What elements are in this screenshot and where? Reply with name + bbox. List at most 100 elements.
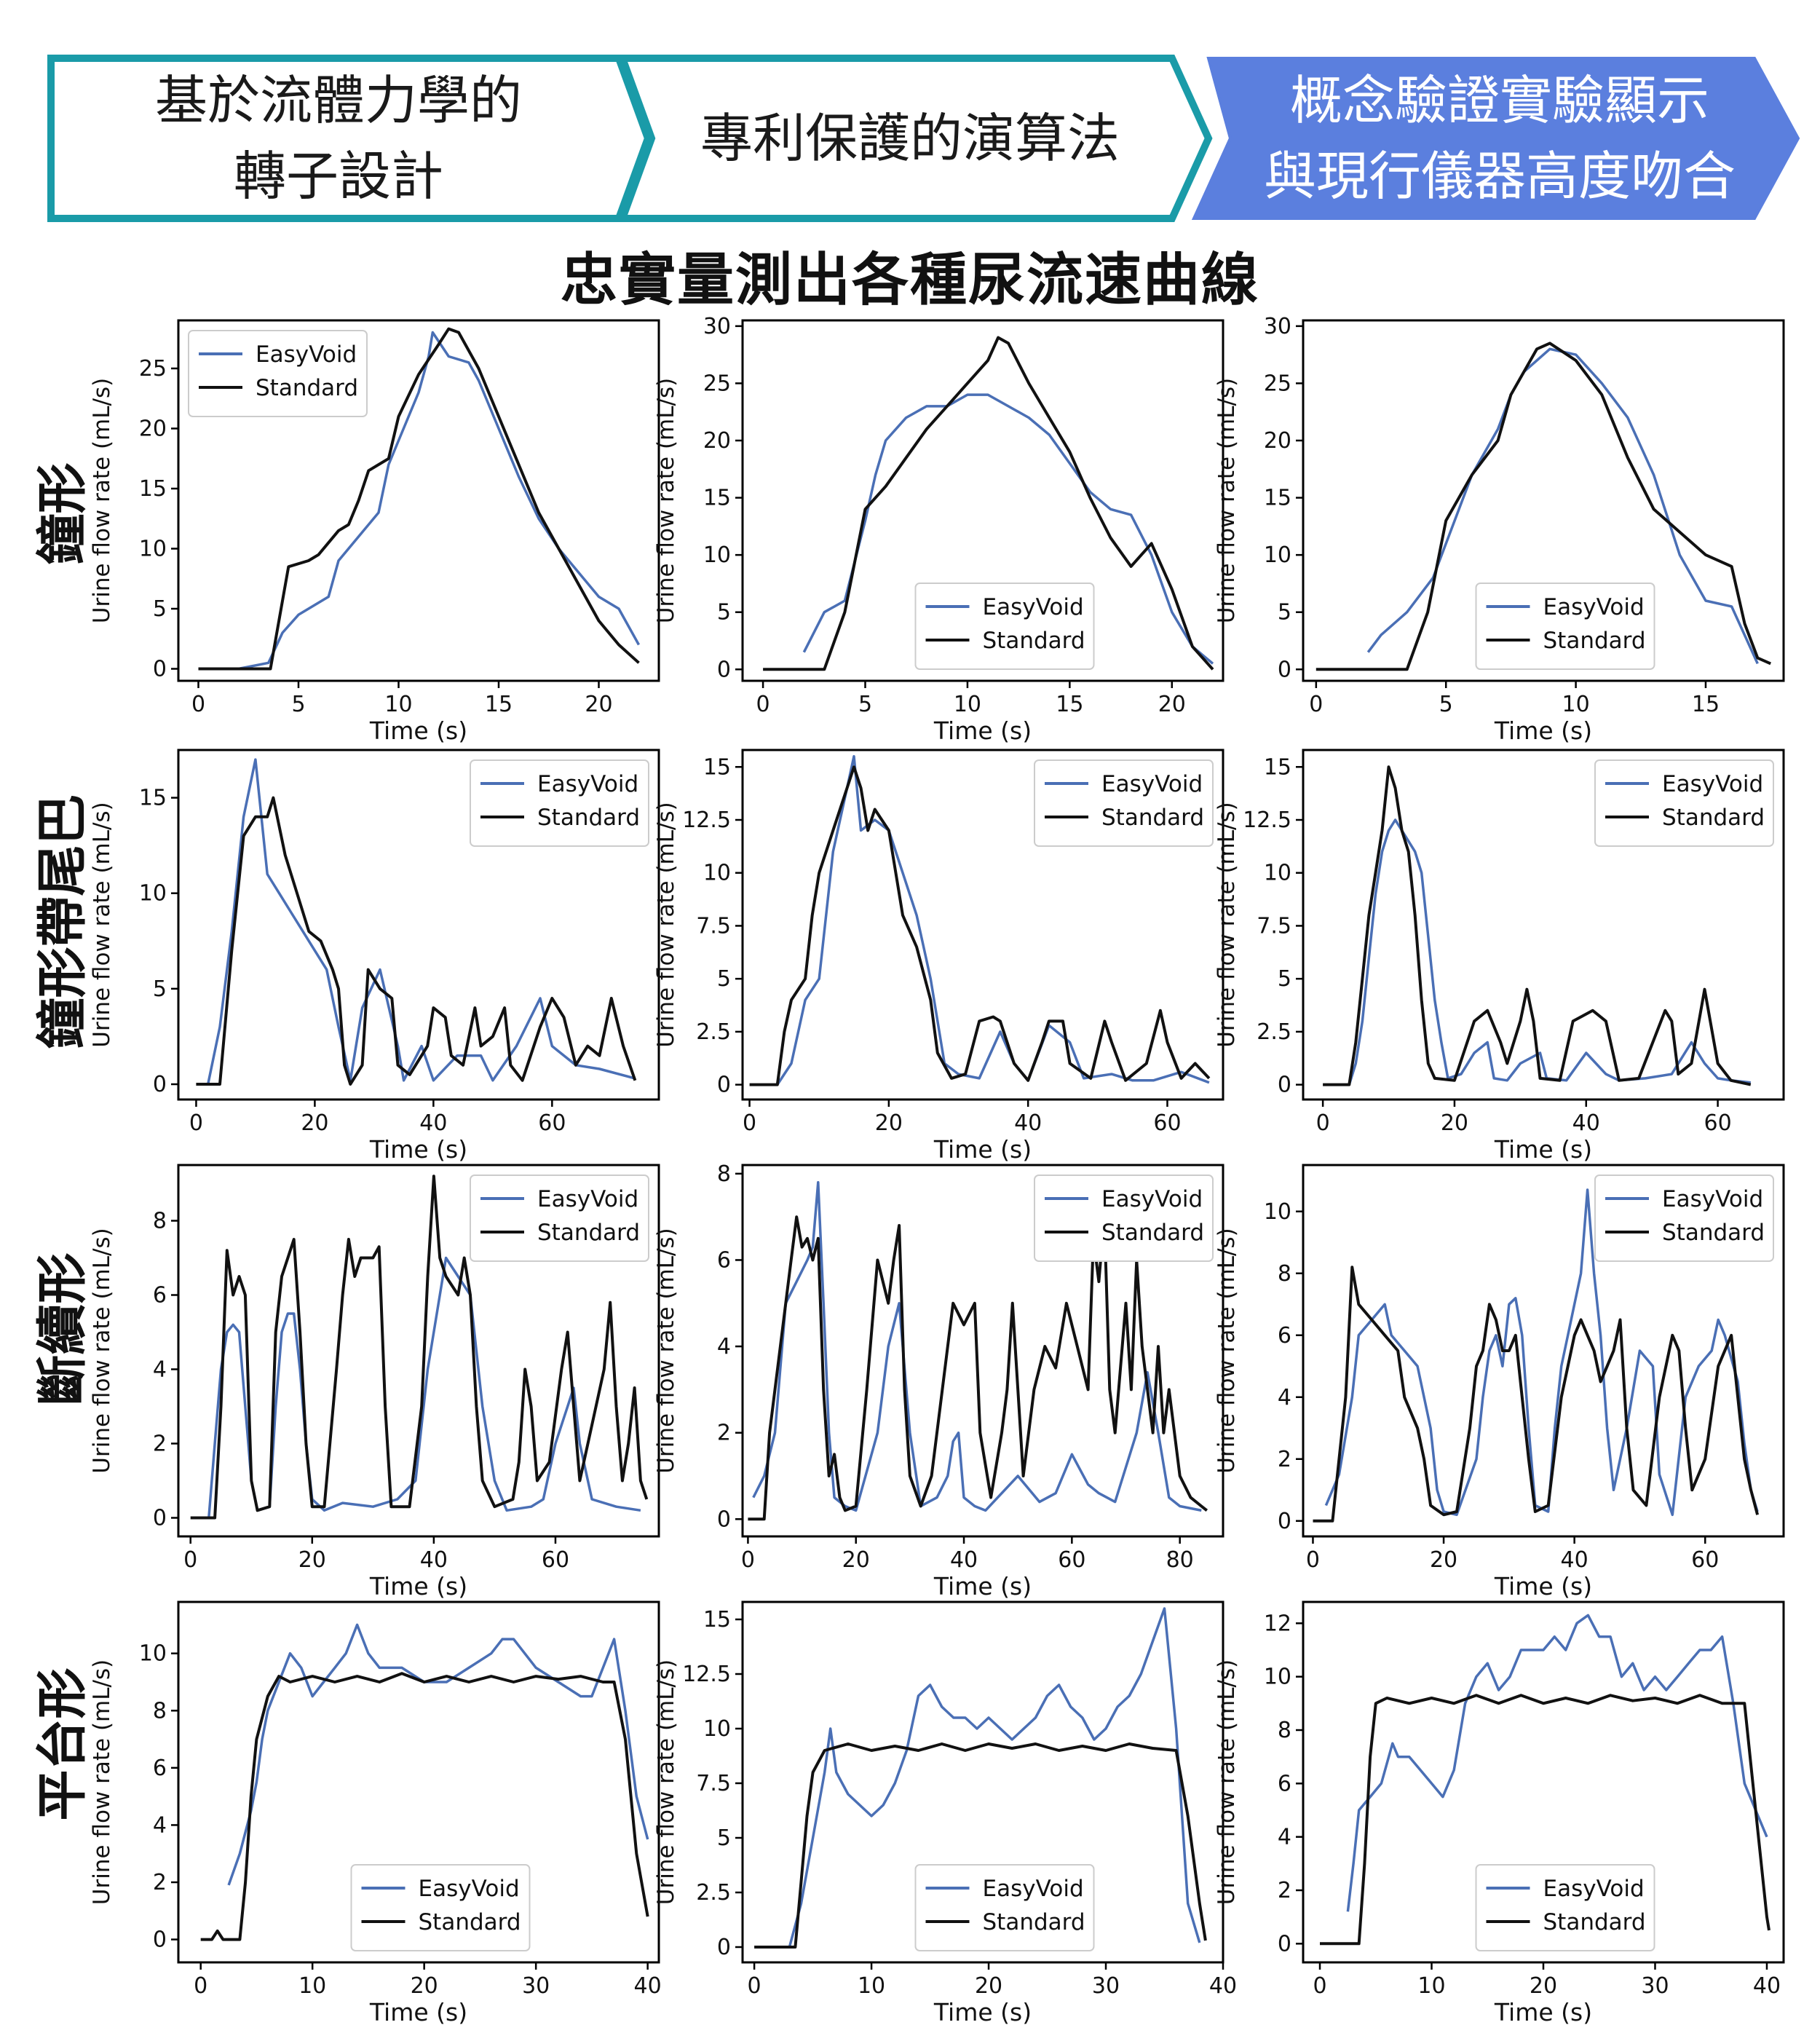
plot-frame — [1302, 319, 1785, 682]
x-tick-label: 0 — [756, 692, 770, 717]
y-tick-label: 7.5 — [696, 1771, 731, 1796]
legend-box — [1594, 759, 1774, 847]
chart-r0c1: 0 5 10 15 20 0 5 10 15 20 25 30 Time (s) Urine flow r… — [653, 314, 1224, 745]
series-line-easyvoid — [1324, 1188, 1759, 1517]
legend: EasyVoid Standard — [1034, 1175, 1214, 1262]
legend-label: EasyVoid — [1662, 771, 1763, 797]
y-tick-label: 10 — [139, 1641, 167, 1667]
legend-box — [914, 1864, 1095, 1951]
plot-frame — [741, 1600, 1224, 1964]
legend-label: EasyVoid — [983, 594, 1084, 620]
y-tick-label: 4 — [717, 1334, 731, 1359]
y-tick-label: 15 — [703, 486, 731, 511]
chart-r3c2: 0 10 20 30 40 0 2 4 6 8 10 12 Time (s) Urine flow rat… — [1214, 1600, 1785, 2026]
x-tick-label: 15 — [1692, 692, 1720, 717]
y-tick-label: 2 — [153, 1432, 167, 1457]
x-tick-label: 0 — [183, 1547, 197, 1573]
series-line-standard — [200, 1672, 649, 1941]
legend: EasyVoid Standard — [188, 330, 368, 417]
x-tick-label: 0 — [1309, 692, 1323, 717]
x-tick-label: 0 — [741, 1547, 755, 1573]
chart-r1c0: 0 20 40 60 0 5 10 15 Time (s) Urine flow rate (mL… — [89, 749, 660, 1164]
y-tick-label: 7.5 — [1257, 913, 1291, 939]
x-axis-label: Time (s) — [1494, 1572, 1592, 1600]
legend-label: Standard — [419, 1909, 521, 1935]
x-tick-label: 0 — [748, 1973, 761, 1999]
x-axis-label: Time (s) — [1494, 716, 1592, 745]
y-tick-label: 0 — [717, 1073, 731, 1098]
step-2-chevron — [617, 55, 1213, 222]
legend-label: Standard — [537, 805, 640, 831]
x-tick-label: 80 — [1166, 1547, 1194, 1573]
x-tick-label: 0 — [743, 1110, 756, 1136]
chart-r2c0: 0 20 40 60 0 2 4 6 8 Time (s) Urine flow rate (mL/… — [89, 1164, 660, 1600]
series-line-easyvoid — [207, 1256, 641, 1518]
legend-label: Standard — [1543, 628, 1646, 654]
y-tick-label: 15 — [703, 1607, 731, 1633]
x-tick-label: 20 — [411, 1973, 438, 1999]
y-tick-label: 2.5 — [1257, 1019, 1291, 1045]
series-line-standard — [749, 765, 1211, 1086]
chart-r3c0: 0 10 20 30 40 0 2 4 6 8 10 Time (s) Urine flow rate … — [89, 1600, 662, 2026]
x-tick-label: 20 — [1158, 692, 1186, 717]
legend-box — [1475, 1864, 1655, 1951]
series-line-easyvoid — [227, 1623, 649, 1886]
legend-label: Standard — [1662, 805, 1765, 831]
plot-frame — [741, 319, 1224, 682]
legend-label: Standard — [1543, 1909, 1646, 1935]
plot-frame — [741, 1164, 1224, 1538]
series-line-easyvoid — [1346, 1614, 1768, 1912]
y-tick-label: 25 — [1264, 371, 1291, 396]
y-tick-label: 2.5 — [696, 1019, 731, 1045]
x-tick-label: 10 — [1562, 692, 1590, 717]
x-tick-label: 40 — [1572, 1110, 1600, 1136]
main-title: 忠實量測出各種尿流速曲線 — [560, 248, 1259, 313]
y-tick-label: 4 — [153, 1812, 167, 1838]
y-tick-label: 10 — [703, 542, 731, 568]
y-tick-label: 0 — [1278, 1509, 1291, 1534]
y-tick-label: 10 — [139, 881, 167, 907]
legend-label: Standard — [537, 1220, 640, 1246]
series-line-standard — [748, 1215, 1208, 1521]
y-tick-label: 15 — [703, 754, 731, 780]
legend: EasyVoid Standard — [1475, 1864, 1655, 1951]
y-tick-label: 8 — [1278, 1261, 1291, 1287]
series-line-standard — [1315, 342, 1771, 671]
legend-box — [1594, 1175, 1774, 1262]
x-tick-label: 20 — [975, 1973, 1002, 1999]
x-tick-label: 20 — [1441, 1110, 1468, 1136]
legend: EasyVoid Standard — [914, 1864, 1095, 1951]
series-line-standard — [196, 796, 637, 1086]
x-axis-label: Time (s) — [933, 1572, 1032, 1600]
x-tick-label: 20 — [1430, 1547, 1457, 1573]
legend-label: EasyVoid — [256, 342, 357, 368]
y-tick-label: 5 — [717, 600, 731, 625]
x-tick-label: 40 — [950, 1547, 978, 1573]
y-axis-label: Urine flow rate (mL/s) — [1214, 1228, 1240, 1473]
y-tick-label: 15 — [139, 476, 167, 502]
y-tick-label: 8 — [153, 1698, 167, 1724]
y-tick-label: 5 — [1278, 600, 1291, 625]
legend: EasyVoid Standard — [914, 583, 1095, 670]
legend-label: EasyVoid — [537, 771, 638, 797]
x-tick-label: 60 — [1691, 1547, 1719, 1573]
chart-r2c1: 0 20 40 60 80 0 2 4 6 8 Time (s) Urine flow rate (m… — [653, 1161, 1224, 1600]
x-tick-label: 0 — [1316, 1110, 1330, 1136]
step-1-text: 基於流體力學的 轉子設計 — [154, 70, 522, 207]
plot-frame — [177, 749, 660, 1101]
x-tick-label: 60 — [538, 1110, 566, 1136]
chart-r1c1: 0 20 40 60 0 2.5 5 7.5 10 12.5 15 Time (s) Urine flo… — [653, 749, 1224, 1164]
x-tick-label: 10 — [954, 692, 981, 717]
x-axis-label: Time (s) — [933, 716, 1032, 745]
x-axis-label: Time (s) — [933, 1998, 1032, 2026]
y-tick-label: 10 — [703, 861, 731, 886]
y-axis-label: Urine flow rate (mL/s) — [653, 802, 679, 1047]
x-tick-label: 20 — [875, 1110, 903, 1136]
y-tick-label: 5 — [1278, 966, 1291, 992]
legend-box — [350, 1864, 531, 1951]
y-axis-label: Urine flow rate (mL/s) — [653, 378, 679, 623]
x-tick-label: 40 — [419, 1110, 447, 1136]
x-axis-label: Time (s) — [369, 1135, 467, 1164]
y-tick-label: 6 — [153, 1756, 167, 1781]
y-tick-label: 12.5 — [682, 808, 731, 833]
